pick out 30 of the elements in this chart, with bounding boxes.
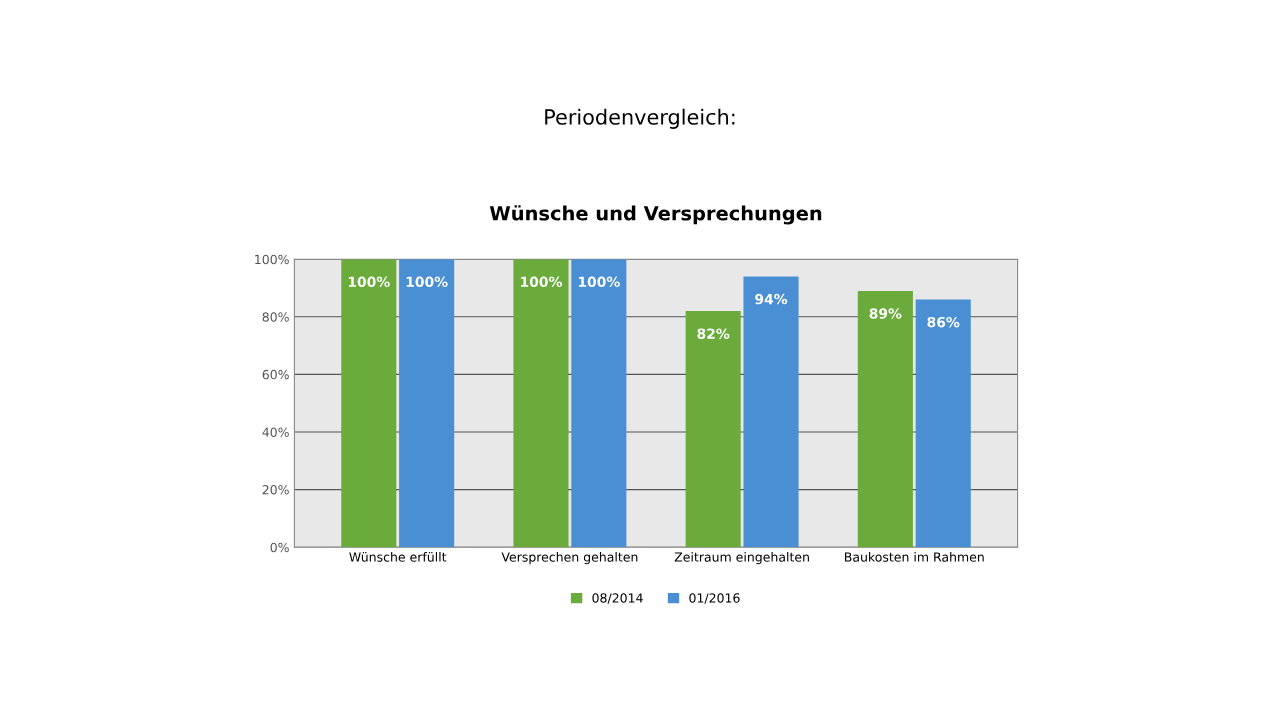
data-label: 89% [869,308,902,319]
bar [571,259,627,548]
x-tick-label: Versprechen gehalten [501,552,638,565]
y-tick-label: 40% [262,427,289,437]
y-tick-label: 100% [255,254,289,265]
legend-label: 08/2014 [592,593,643,604]
chart-title: Periodenvergleich: [545,108,735,129]
x-tick-label: Baukosten im Rahmen [845,552,984,562]
x-tick-label: Wünsche erfüllt [349,552,447,562]
data-label: 100% [348,276,390,288]
y-tick-label: 60% [262,369,289,380]
data-label: 82% [697,328,730,339]
bar [743,276,799,548]
bar [685,311,741,548]
y-tick-label: 0% [270,542,289,553]
bar [513,259,569,548]
bar [341,259,397,548]
data-label: 100% [406,276,448,288]
data-label: 94% [755,293,788,305]
bar [399,259,455,548]
bar [915,299,971,548]
data-label: 86% [927,316,960,328]
y-tick-label: 20% [262,485,289,495]
legend-label: 01/2016 [689,593,740,604]
data-label: 100% [521,276,562,288]
bar [857,290,913,548]
x-tick-label: Zeitraum eingehalten [674,552,809,565]
chart-subtitle: Wünsche und Versprechungen [489,205,822,225]
data-label: 100% [578,276,620,288]
y-tick-label: 80% [262,312,289,322]
